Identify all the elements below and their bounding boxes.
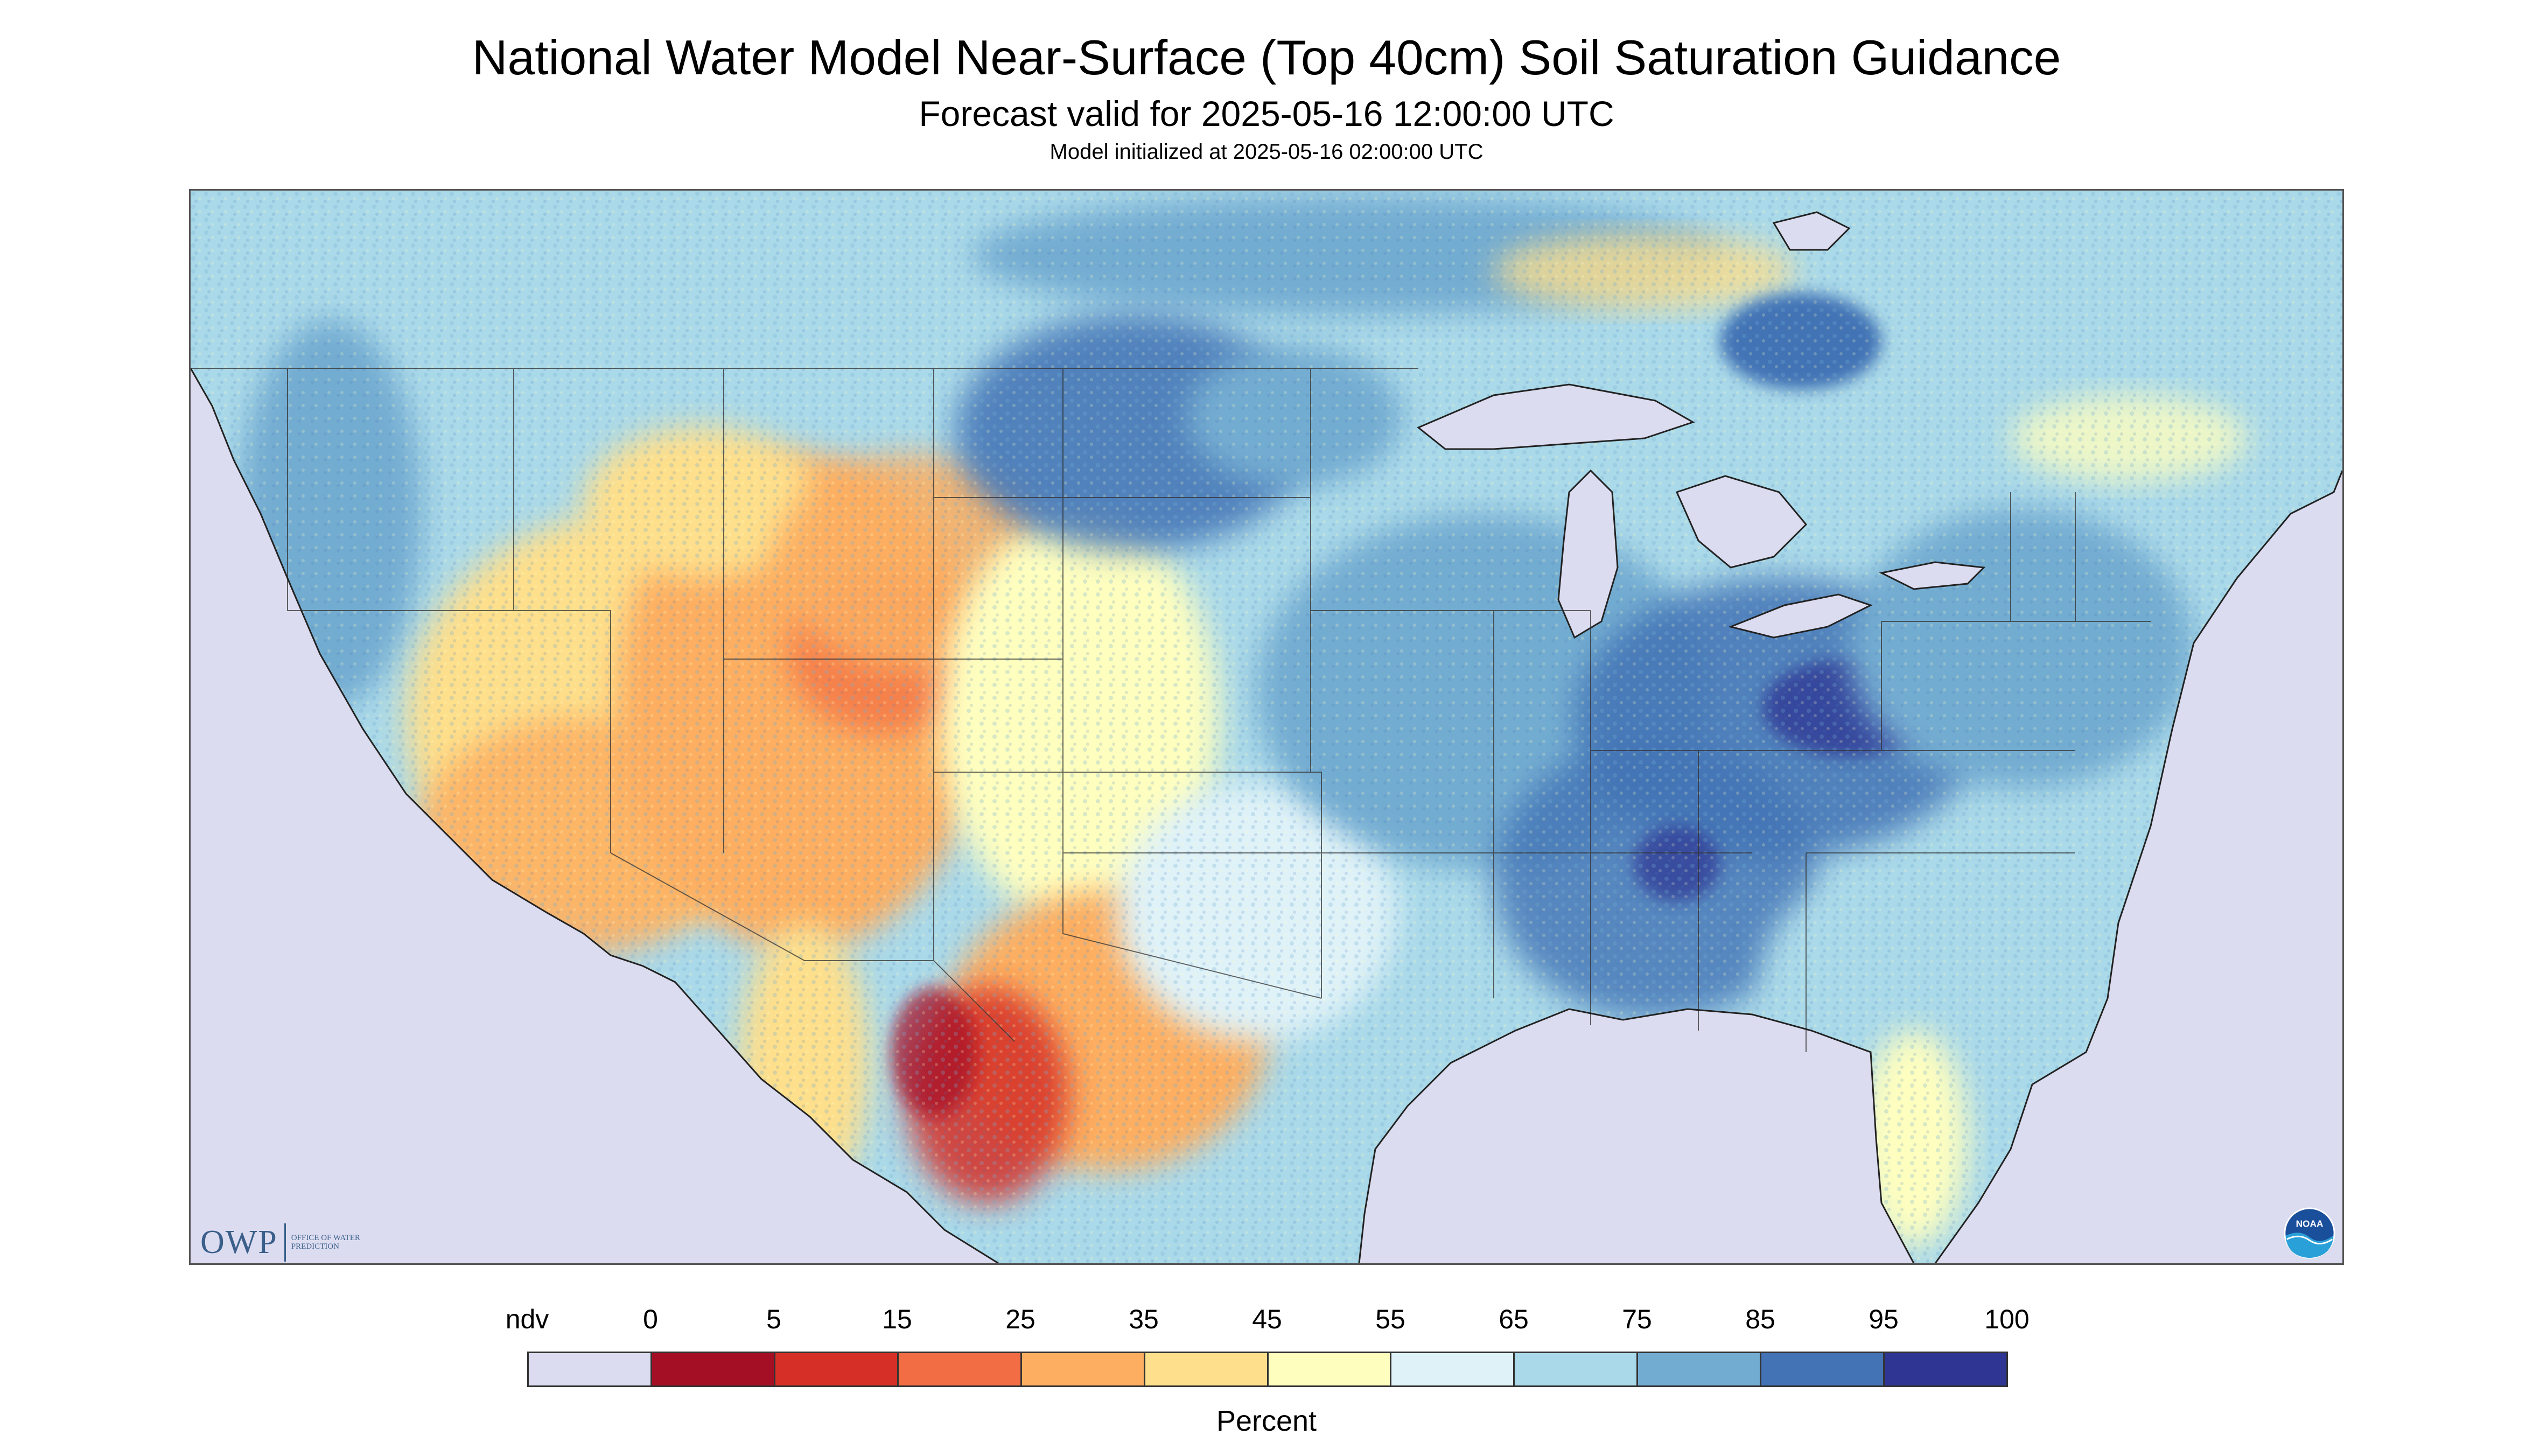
legend-tick-0: 0 xyxy=(643,1304,658,1334)
legend-swatch-0 xyxy=(529,1353,652,1385)
legend-swatch-8 xyxy=(1515,1353,1639,1385)
owp-logo-subtext: OFFICE OF WATER PREDICTION xyxy=(291,1233,360,1251)
model-init-text: Model initialized at 2025-05-16 02:00:00… xyxy=(1049,140,1484,164)
atlantic-coastline xyxy=(1934,470,2342,1263)
legend-swatch-9 xyxy=(1638,1353,1762,1385)
legend-tick-65: 65 xyxy=(1499,1304,1529,1334)
legend-swatch-7 xyxy=(1391,1353,1515,1385)
map-title: National Water Model Near-Surface (Top 4… xyxy=(472,31,2061,85)
legend-swatch-2 xyxy=(775,1353,899,1385)
soil-saturation-map xyxy=(189,189,2344,1265)
map-canvas xyxy=(191,191,2342,1263)
noaa-logo-text: NOAA xyxy=(2296,1218,2324,1229)
owp-logo-text: OWP xyxy=(200,1223,286,1262)
legend-swatch-4 xyxy=(1021,1353,1145,1385)
color-legend-bar xyxy=(527,1352,2008,1387)
legend-swatch-5 xyxy=(1145,1353,1269,1385)
legend-tick-15: 15 xyxy=(882,1304,912,1334)
legend-swatch-11 xyxy=(1885,1353,2007,1385)
legend-tick-25: 25 xyxy=(1005,1304,1035,1334)
legend-tick-ndv: ndv xyxy=(505,1304,549,1334)
legend-title: Percent xyxy=(1216,1405,1317,1437)
legend-tick-85: 85 xyxy=(1745,1304,1775,1334)
pacific-coastline xyxy=(191,368,999,1263)
gulf-of-mexico xyxy=(1359,1009,1914,1263)
legend-tick-75: 75 xyxy=(1622,1304,1652,1334)
legend-tick-5: 5 xyxy=(766,1304,781,1334)
owp-logo: OWP OFFICE OF WATER PREDICTION xyxy=(200,1223,367,1262)
legend-tick-45: 45 xyxy=(1252,1304,1282,1334)
legend-tick-35: 35 xyxy=(1129,1304,1159,1334)
land-area xyxy=(191,191,2342,1263)
legend-swatch-10 xyxy=(1761,1353,1885,1385)
noaa-logo: NOAA xyxy=(2284,1207,2335,1259)
legend-swatch-3 xyxy=(898,1353,1022,1385)
legend-swatch-6 xyxy=(1268,1353,1392,1385)
boundaries xyxy=(191,368,2151,1052)
legend-tick-55: 55 xyxy=(1375,1304,1405,1334)
forecast-valid-text: Forecast valid for 2025-05-16 12:00:00 U… xyxy=(919,94,1614,134)
gulf-coastline xyxy=(1358,1008,1915,1263)
great-lakes xyxy=(1417,211,1986,639)
legend-tick-100: 100 xyxy=(1984,1304,2030,1334)
legend-tick-95: 95 xyxy=(1869,1304,1899,1334)
legend-swatch-1 xyxy=(652,1353,775,1385)
